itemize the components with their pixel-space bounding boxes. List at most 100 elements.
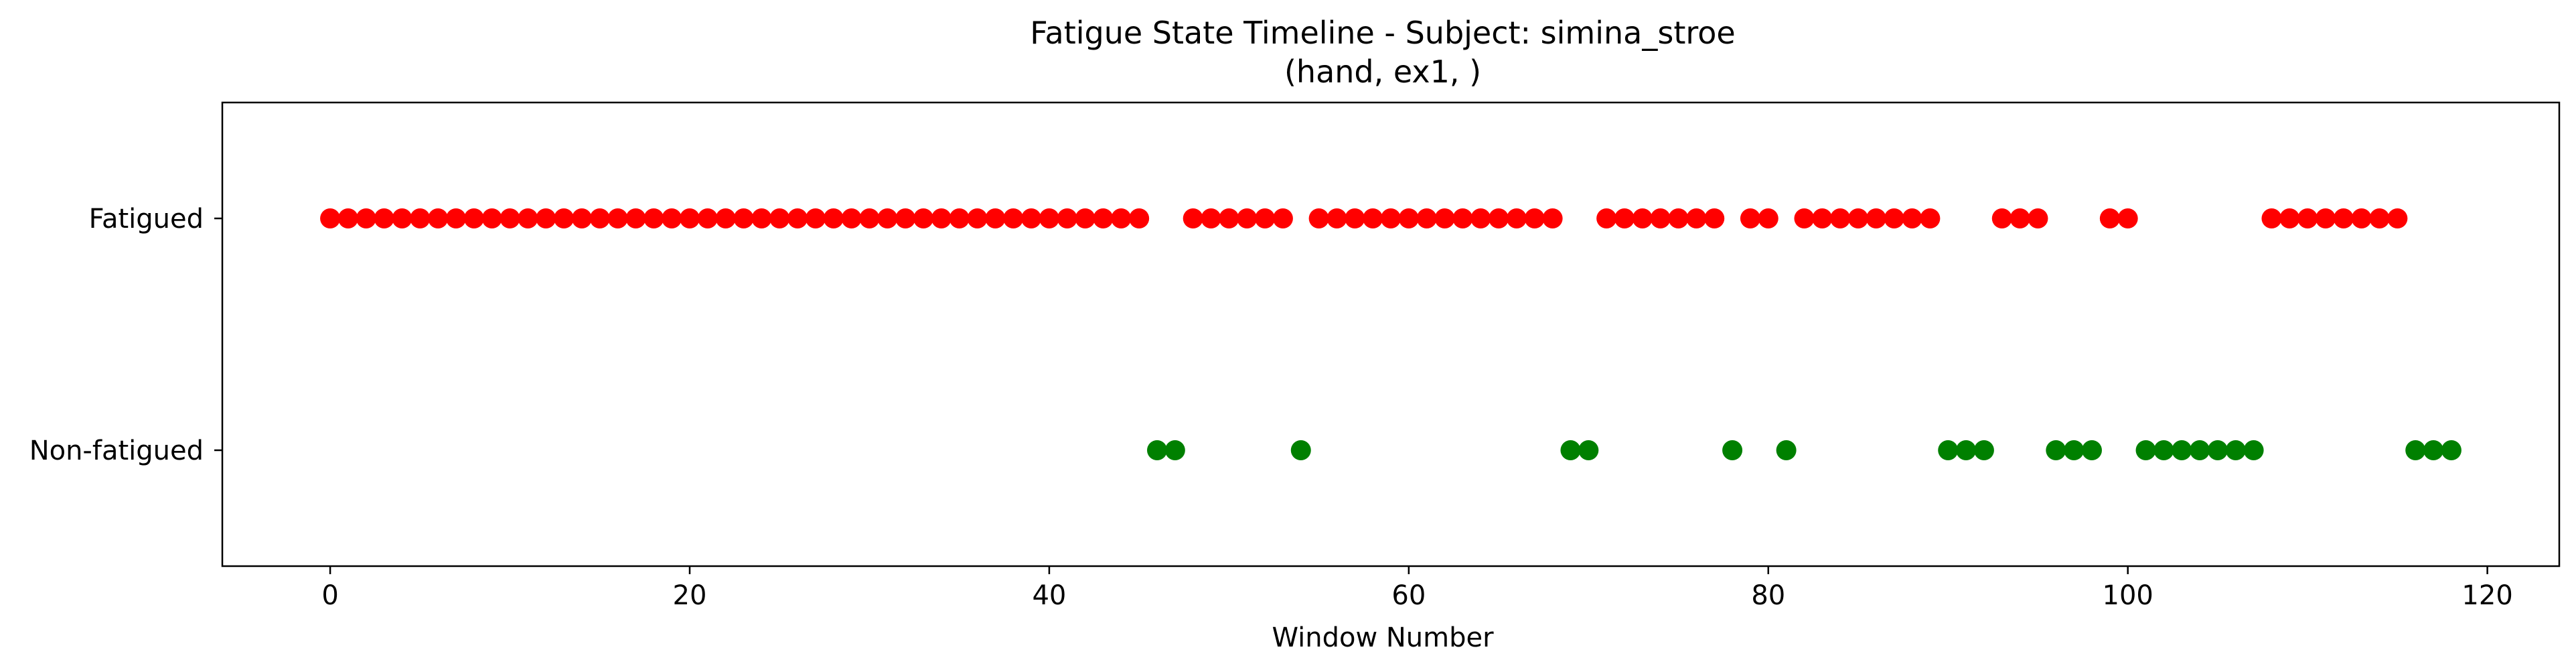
data-point bbox=[1327, 208, 1347, 228]
data-point bbox=[481, 208, 502, 228]
data-point bbox=[571, 208, 592, 228]
data-point bbox=[1237, 208, 1258, 228]
data-point bbox=[1201, 208, 1221, 228]
data-point bbox=[1956, 440, 1977, 460]
data-point bbox=[2099, 208, 2120, 228]
data-point bbox=[2028, 208, 2048, 228]
x-tick-label: 100 bbox=[2103, 580, 2153, 611]
data-point bbox=[2351, 208, 2372, 228]
data-point bbox=[1902, 208, 1922, 228]
data-point bbox=[841, 208, 862, 228]
data-point bbox=[1704, 208, 1725, 228]
data-point bbox=[805, 208, 826, 228]
data-point bbox=[356, 208, 376, 228]
data-point bbox=[1884, 208, 1904, 228]
data-point bbox=[1830, 208, 1851, 228]
data-point bbox=[2405, 440, 2426, 460]
data-point bbox=[697, 208, 718, 228]
data-point bbox=[1093, 208, 1114, 228]
data-point bbox=[769, 208, 790, 228]
data-point bbox=[1003, 208, 1024, 228]
data-point bbox=[823, 208, 844, 228]
data-point bbox=[1111, 208, 1132, 228]
x-tick-label: 20 bbox=[673, 580, 707, 611]
data-point bbox=[662, 208, 682, 228]
data-point bbox=[1614, 208, 1635, 228]
data-point bbox=[337, 208, 358, 228]
data-point bbox=[1758, 208, 1778, 228]
data-point bbox=[2207, 440, 2228, 460]
data-point bbox=[967, 208, 988, 228]
data-point bbox=[2064, 440, 2085, 460]
data-point bbox=[500, 208, 520, 228]
data-point bbox=[733, 208, 754, 228]
data-point bbox=[2225, 440, 2246, 460]
data-point bbox=[374, 208, 394, 228]
data-point bbox=[1560, 440, 1581, 460]
data-point bbox=[949, 208, 970, 228]
data-point bbox=[1650, 208, 1671, 228]
data-point bbox=[1668, 208, 1689, 228]
data-point bbox=[1686, 208, 1707, 228]
data-point bbox=[877, 208, 898, 228]
data-point bbox=[1183, 208, 1203, 228]
data-point bbox=[1938, 440, 1959, 460]
data-point bbox=[1434, 208, 1455, 228]
data-point bbox=[1920, 208, 1941, 228]
data-point bbox=[1164, 440, 1185, 460]
x-axis-label: Window Number bbox=[1272, 622, 1494, 653]
data-point bbox=[1381, 208, 1401, 228]
data-point bbox=[1272, 208, 1293, 228]
data-point bbox=[607, 208, 628, 228]
data-point bbox=[787, 208, 808, 228]
data-point bbox=[2010, 208, 2030, 228]
data-point bbox=[1578, 440, 1599, 460]
data-point bbox=[2333, 208, 2354, 228]
data-point bbox=[1722, 440, 1743, 460]
data-point bbox=[1039, 208, 1059, 228]
data-point bbox=[715, 208, 736, 228]
data-point bbox=[2135, 440, 2156, 460]
data-point bbox=[1398, 208, 1419, 228]
data-point bbox=[1596, 208, 1617, 228]
data-point bbox=[625, 208, 646, 228]
plot-area: 0 20 40 60 80 100 120 Fatigued Non-fatigued bbox=[29, 101, 2561, 611]
data-point bbox=[1363, 208, 1383, 228]
data-point bbox=[751, 208, 772, 228]
data-point bbox=[1506, 208, 1527, 228]
data-point bbox=[2423, 440, 2444, 460]
data-point bbox=[2153, 440, 2174, 460]
data-point bbox=[1776, 440, 1797, 460]
data-point bbox=[1991, 208, 2012, 228]
data-point bbox=[1057, 208, 1077, 228]
data-point bbox=[1812, 208, 1833, 228]
data-point bbox=[643, 208, 664, 228]
data-point bbox=[2369, 208, 2390, 228]
data-point bbox=[428, 208, 449, 228]
data-point bbox=[1219, 208, 1239, 228]
data-point bbox=[985, 208, 1006, 228]
axes-frame bbox=[221, 101, 2561, 567]
data-point bbox=[1866, 208, 1886, 228]
data-point bbox=[392, 208, 412, 228]
data-point bbox=[1308, 208, 1329, 228]
data-point bbox=[913, 208, 933, 228]
data-point bbox=[320, 208, 341, 228]
data-point bbox=[589, 208, 610, 228]
data-point bbox=[2172, 440, 2192, 460]
data-point bbox=[895, 208, 916, 228]
chart-subtitle: (hand, ex1, ) bbox=[1284, 54, 1481, 90]
data-point bbox=[1470, 208, 1491, 228]
data-point bbox=[1345, 208, 1365, 228]
chart-title: Fatigue State Timeline - Subject: simina… bbox=[1030, 15, 1735, 51]
data-point bbox=[2279, 208, 2300, 228]
x-tick-label: 120 bbox=[2461, 580, 2512, 611]
data-point bbox=[1524, 208, 1545, 228]
data-point bbox=[1255, 208, 1276, 228]
data-point bbox=[1740, 208, 1760, 228]
data-point bbox=[446, 208, 466, 228]
data-point bbox=[1973, 440, 1994, 460]
data-point bbox=[859, 208, 880, 228]
y-tick-label: Fatigued bbox=[89, 204, 204, 234]
